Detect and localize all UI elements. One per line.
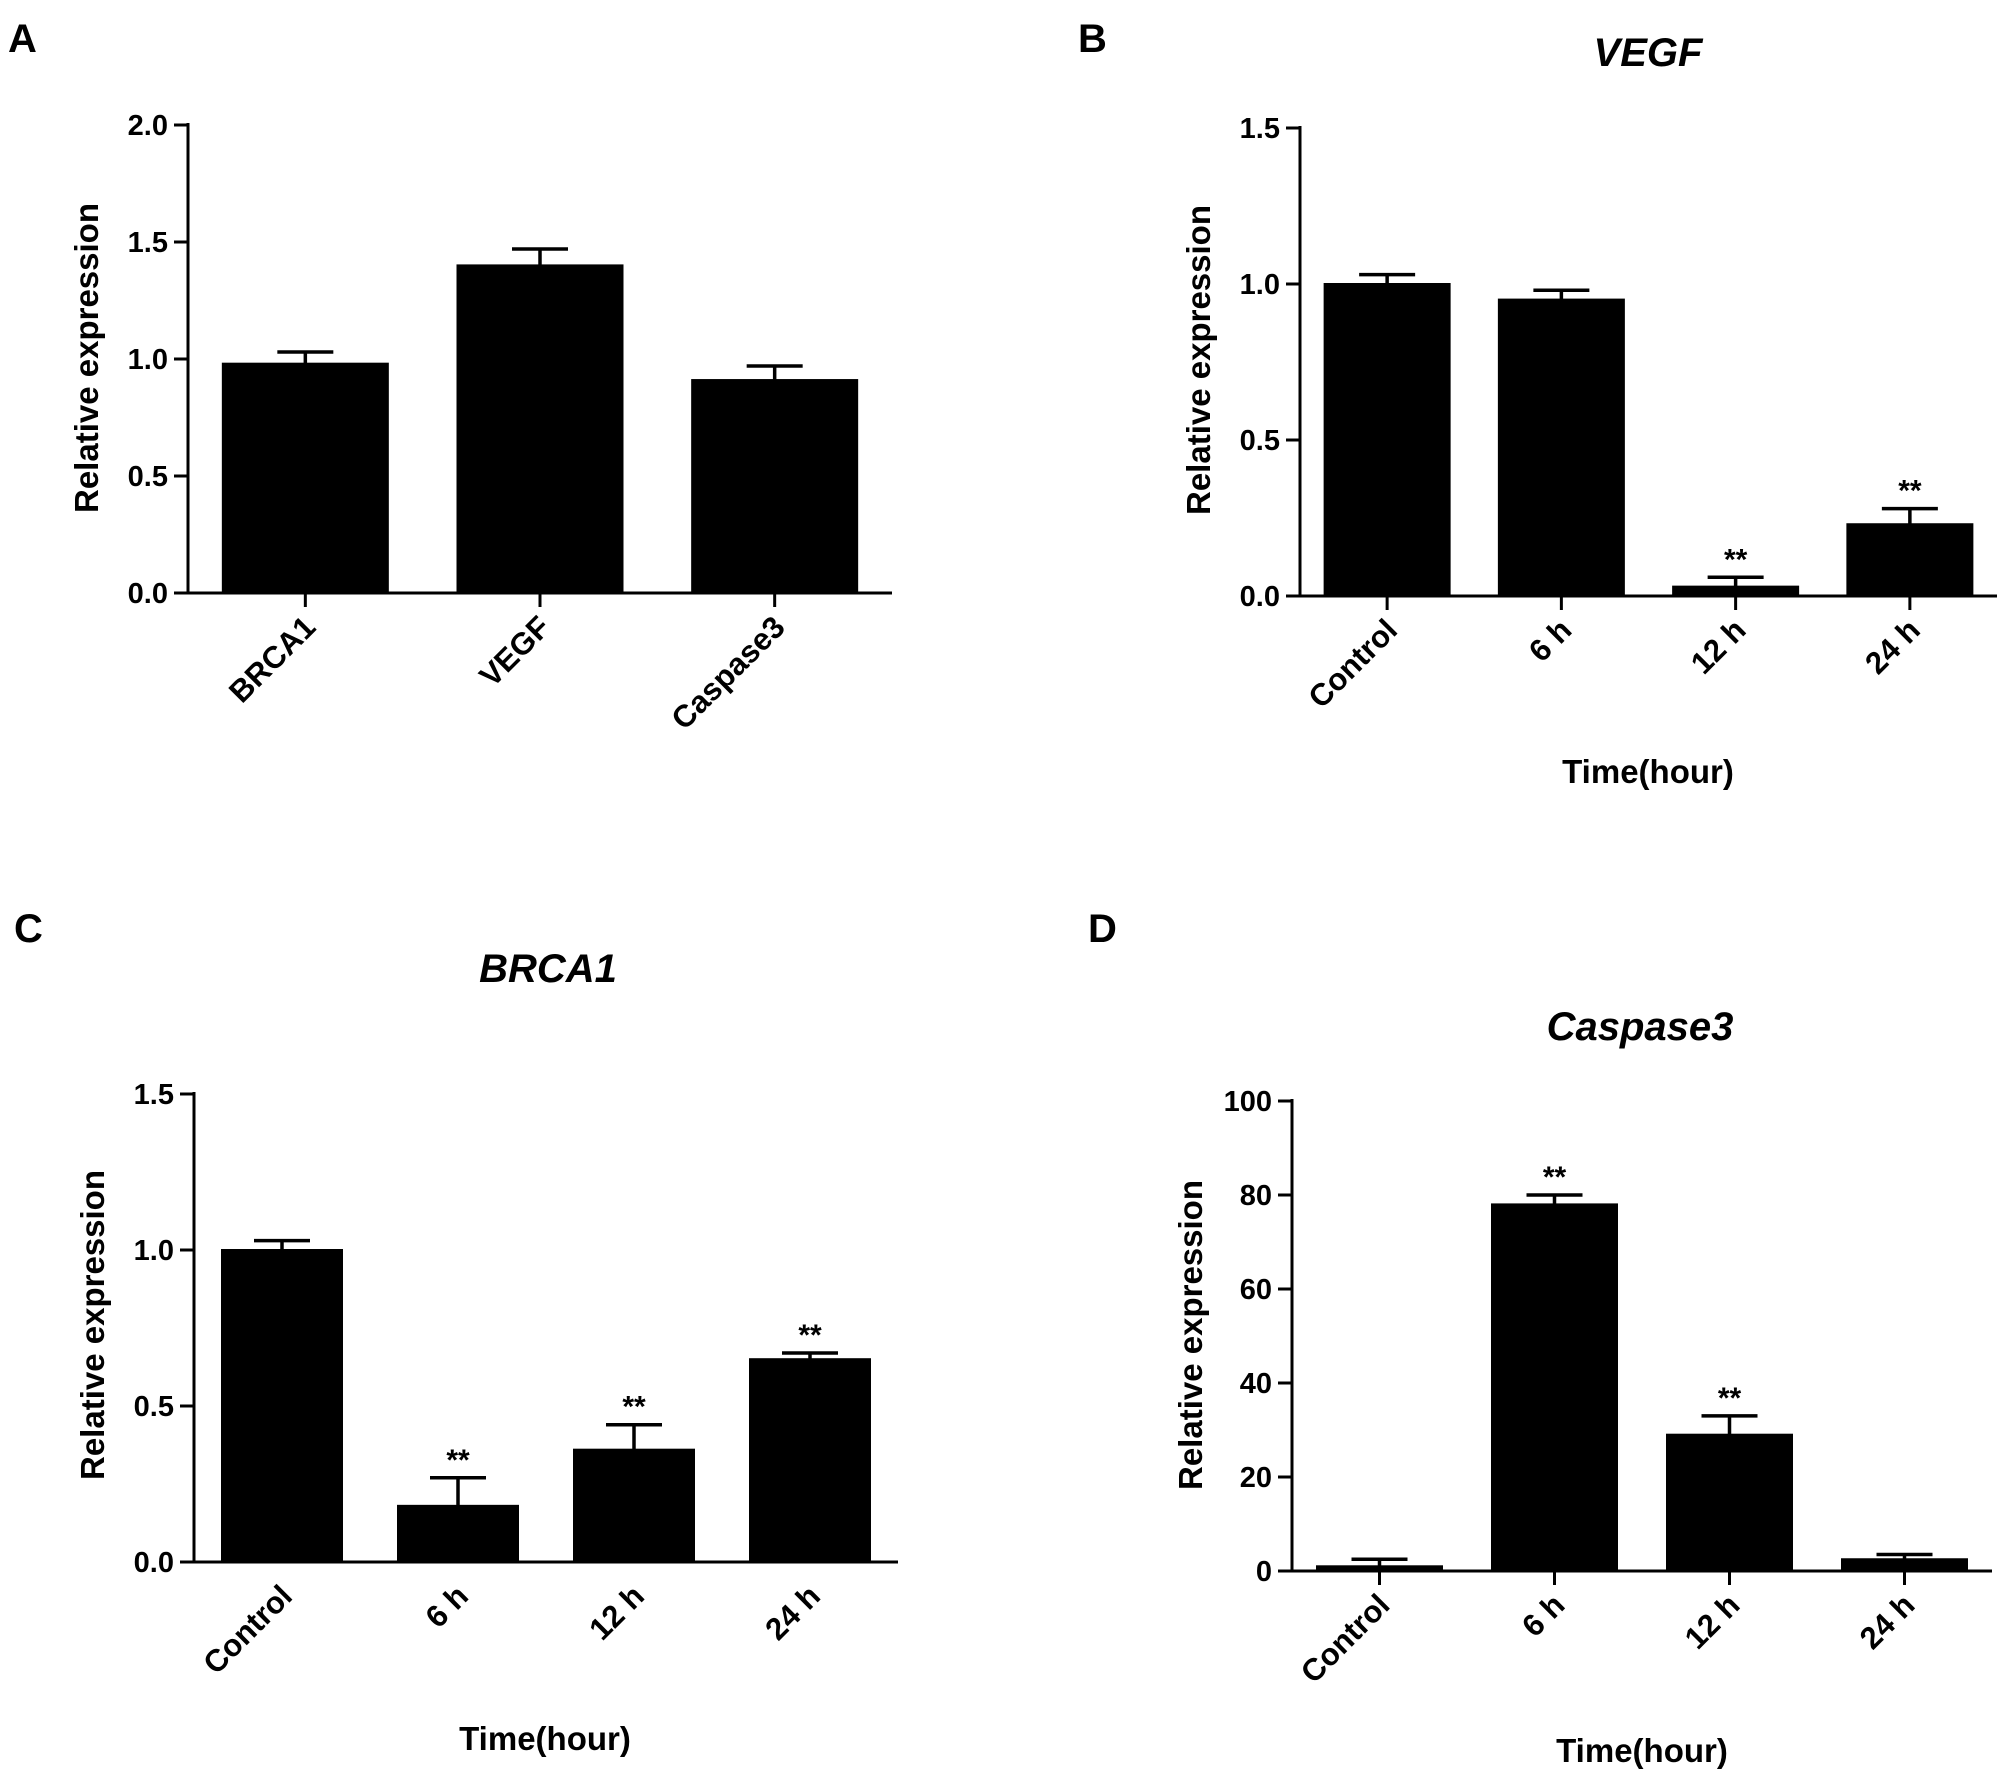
panel-d: D Caspase3 Relative expression Time(hour…	[1088, 907, 1992, 1769]
bar	[1666, 1433, 1793, 1572]
y-tick-label: 1.5	[1240, 113, 1280, 145]
panel-a: A Relative expression 0.0 0.5 1.0 1.5 2.0 BRC…	[8, 17, 892, 736]
x-tick-label: 6 h	[1522, 612, 1578, 668]
bar	[573, 1448, 695, 1564]
panel-label: C	[14, 907, 43, 951]
y-tick-label: 1.0	[128, 344, 168, 376]
y-tick-label: 60	[1240, 1274, 1272, 1306]
plot-area: 0 20 40 60 80 100 Control 6 h ** 12 h ** 24 h	[1224, 1086, 1992, 1690]
x-axis-label: Time(hour)	[1556, 1732, 1728, 1769]
plot-area: 0.0 0.5 1.0 1.5 Control 6 h ** 12 h ** 24 h **	[134, 1079, 898, 1681]
significance-label: **	[1724, 543, 1748, 576]
x-tick-label: Caspase3	[664, 609, 791, 736]
y-tick-label: 100	[1224, 1086, 1272, 1118]
significance-label: **	[798, 1319, 822, 1352]
x-tick-label: Control	[1301, 612, 1404, 715]
y-tick-label: 1.0	[1240, 269, 1280, 301]
y-tick-label: 0.0	[128, 578, 168, 610]
panel-c: C BRCA1 Relative expression Time(hour) 0…	[14, 907, 898, 1757]
panel-title: VEGF	[1594, 31, 1704, 75]
y-tick-label: 40	[1240, 1368, 1272, 1400]
bar	[1316, 1565, 1443, 1573]
significance-label: **	[1543, 1161, 1567, 1194]
x-tick-label: 24 h	[1858, 612, 1927, 681]
significance-label: **	[1898, 475, 1922, 508]
y-axis-label: Relative expression	[68, 203, 105, 513]
bar	[691, 379, 859, 594]
bar	[1323, 283, 1451, 597]
panel-title: BRCA1	[479, 947, 617, 991]
bar	[1497, 298, 1625, 597]
bar	[1846, 523, 1974, 597]
bar	[749, 1358, 871, 1563]
bar	[221, 362, 389, 594]
x-axis-label: Time(hour)	[459, 1720, 631, 1757]
x-tick-label: BRCA1	[222, 609, 322, 709]
bar	[1491, 1203, 1618, 1573]
x-tick-label: Control	[1294, 1587, 1397, 1690]
y-tick-label: 0.5	[128, 461, 168, 493]
bar	[397, 1504, 519, 1563]
panel-label: B	[1078, 17, 1107, 61]
significance-label: **	[622, 1391, 646, 1424]
y-tick-label: 2.0	[128, 110, 168, 142]
panel-b: B VEGF Relative expression Time(hour) 0.…	[1078, 17, 1997, 790]
y-tick-label: 0.5	[1240, 425, 1280, 457]
x-tick-label: Control	[196, 1578, 299, 1681]
plot-area: 0.0 0.5 1.0 1.5 2.0 BRCA1 VEGF Caspase3	[128, 110, 892, 736]
bar	[1841, 1558, 1968, 1572]
x-tick-label: VEGF	[473, 609, 557, 693]
y-tick-label: 0.5	[134, 1391, 174, 1423]
bar	[1672, 585, 1800, 598]
y-tick-label: 0.0	[1240, 581, 1280, 613]
x-tick-label: 12 h	[1684, 612, 1753, 681]
bar	[221, 1249, 343, 1563]
plot-area: 0.0 0.5 1.0 1.5 Control 6 h 12 h ** 24 h **	[1240, 113, 1997, 715]
panel-label: D	[1088, 907, 1117, 951]
y-tick-label: 1.5	[134, 1079, 174, 1111]
x-tick-label: 6 h	[1515, 1587, 1571, 1643]
y-tick-label: 0	[1256, 1556, 1272, 1588]
y-tick-label: 20	[1240, 1462, 1272, 1494]
x-tick-label: 6 h	[419, 1578, 475, 1634]
x-tick-label: 24 h	[1853, 1587, 1922, 1656]
y-axis-label: Relative expression	[74, 1170, 111, 1480]
y-tick-label: 1.5	[128, 227, 168, 259]
x-tick-label: 24 h	[758, 1578, 827, 1647]
significance-label: **	[1718, 1382, 1742, 1415]
x-tick-label: 12 h	[1678, 1587, 1747, 1656]
y-tick-label: 1.0	[134, 1235, 174, 1267]
y-tick-label: 0.0	[134, 1547, 174, 1579]
x-axis-label: Time(hour)	[1562, 753, 1734, 790]
bar	[456, 264, 624, 594]
y-axis-label: Relative expression	[1172, 1180, 1209, 1490]
panel-label: A	[8, 17, 37, 61]
significance-label: **	[446, 1444, 470, 1477]
x-tick-label: 12 h	[582, 1578, 651, 1647]
panel-title: Caspase3	[1547, 1005, 1734, 1049]
y-axis-label: Relative expression	[1180, 205, 1217, 515]
y-tick-label: 80	[1240, 1180, 1272, 1212]
